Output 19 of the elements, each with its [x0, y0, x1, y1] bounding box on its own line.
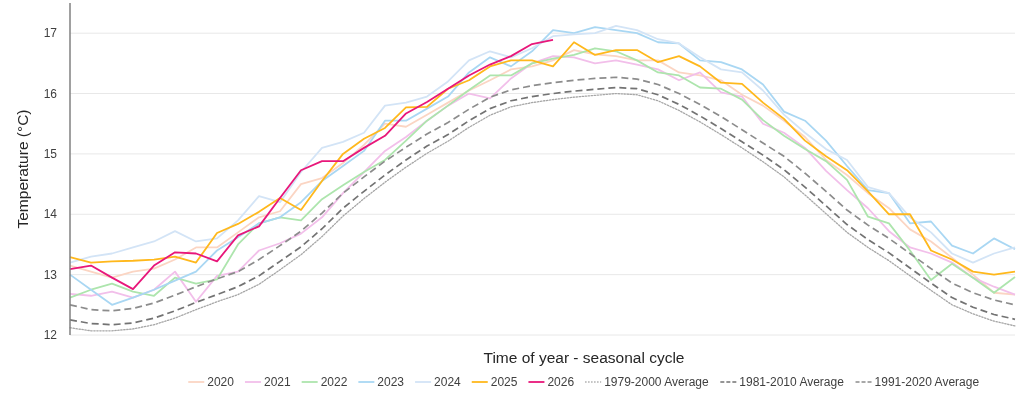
y-tick-label: 14 — [43, 207, 58, 222]
y-tick-label: 12 — [43, 328, 58, 342]
legend-label: 2023 — [377, 375, 405, 389]
legend-label: 2021 — [263, 375, 291, 389]
y-tick-label: 16 — [43, 86, 58, 101]
legend-label: 2020 — [207, 375, 235, 389]
legend-label: 2022 — [320, 375, 348, 389]
y-tick-label: 13 — [43, 267, 58, 282]
y-tick-label: 15 — [43, 146, 58, 161]
y-axis-title: Temperature (°C) — [13, 109, 31, 229]
y-tick-label: 17 — [43, 26, 58, 41]
legend-label: 1981-2010 Average — [739, 375, 845, 389]
legend-label: 1979-2000 Average — [604, 375, 709, 389]
legend-label: 1991-2020 Average — [874, 375, 980, 389]
line-series — [69, 38, 554, 291]
legend-label: 2026 — [547, 375, 575, 389]
legend-label: 2025 — [490, 375, 518, 389]
x-axis-title: Time of year - seasonal cycle — [483, 348, 685, 366]
legend-label: 2024 — [434, 375, 462, 389]
